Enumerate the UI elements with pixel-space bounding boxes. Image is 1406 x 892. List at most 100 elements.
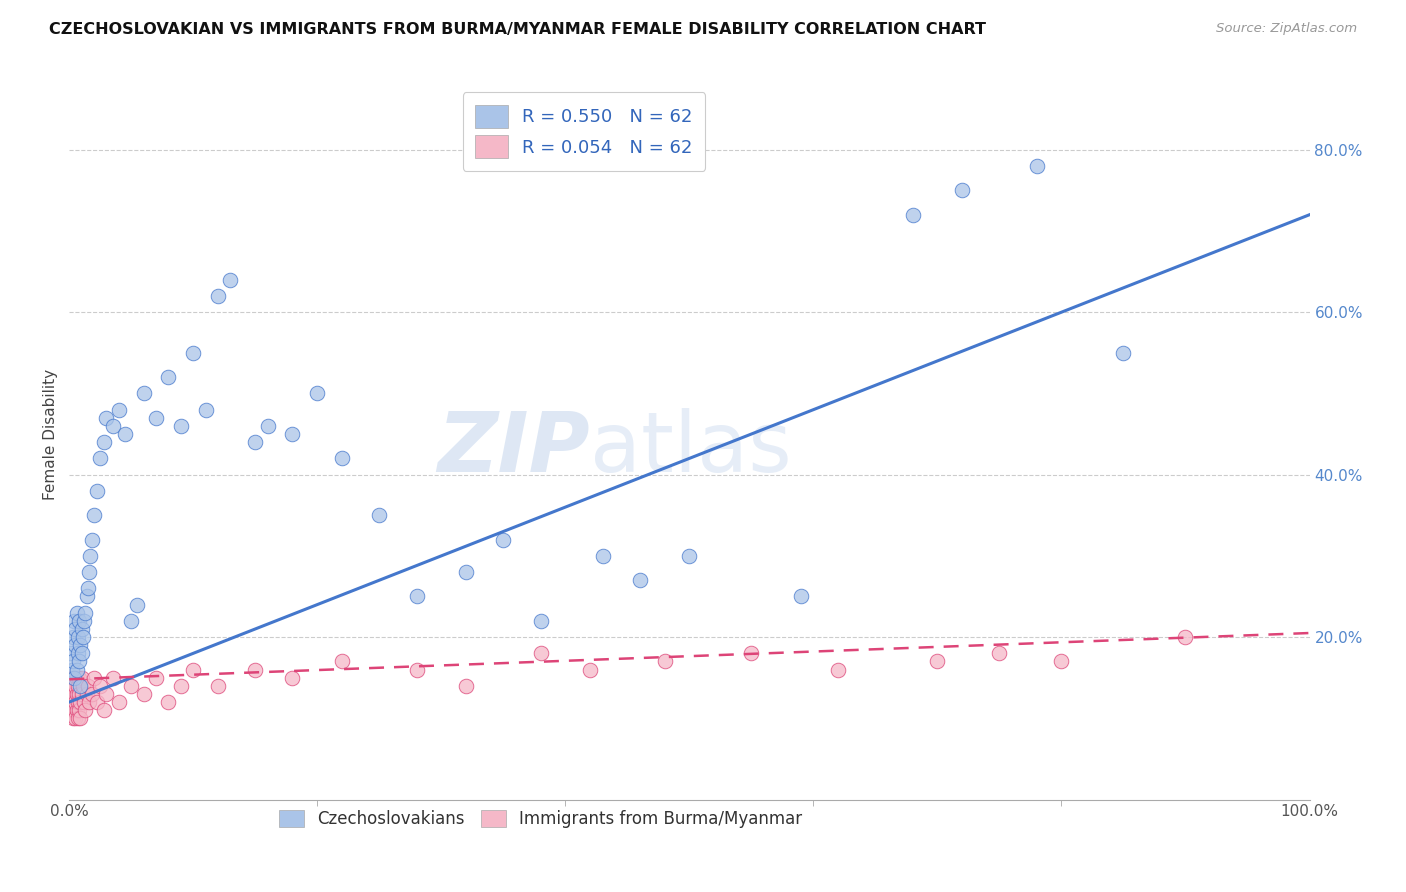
- Point: [80, 533, 103, 547]
- Point: [59, 695, 82, 709]
- Point: [86, 483, 108, 498]
- Point: [245, 663, 267, 677]
- Point: [927, 655, 949, 669]
- Point: [65, 679, 87, 693]
- Point: [59, 646, 82, 660]
- Point: [89, 451, 111, 466]
- Point: [827, 663, 849, 677]
- Point: [101, 418, 124, 433]
- Point: [60, 703, 83, 717]
- Point: [127, 598, 149, 612]
- Point: [132, 687, 155, 701]
- Point: [60, 663, 83, 677]
- Point: [62, 711, 84, 725]
- Point: [628, 573, 651, 587]
- Point: [66, 695, 89, 709]
- Point: [108, 402, 131, 417]
- Point: [181, 663, 204, 677]
- Point: [62, 679, 84, 693]
- Point: [108, 695, 131, 709]
- Point: [170, 418, 193, 433]
- Point: [207, 679, 229, 693]
- Point: [170, 679, 193, 693]
- Text: atlas: atlas: [591, 409, 792, 489]
- Point: [96, 410, 118, 425]
- Point: [67, 655, 90, 669]
- Point: [66, 630, 89, 644]
- Point: [70, 622, 93, 636]
- Point: [368, 508, 391, 523]
- Point: [330, 451, 353, 466]
- Point: [73, 695, 96, 709]
- Point: [405, 590, 427, 604]
- Point: [740, 646, 762, 660]
- Point: [256, 418, 278, 433]
- Point: [75, 703, 97, 717]
- Point: [63, 687, 86, 701]
- Point: [66, 703, 89, 717]
- Point: [62, 630, 84, 644]
- Point: [157, 695, 180, 709]
- Point: [59, 679, 82, 693]
- Point: [219, 273, 242, 287]
- Point: [157, 370, 180, 384]
- Point: [145, 671, 167, 685]
- Point: [70, 671, 93, 685]
- Point: [67, 687, 90, 701]
- Point: [70, 646, 93, 660]
- Point: [101, 671, 124, 685]
- Point: [1025, 159, 1047, 173]
- Point: [65, 711, 87, 725]
- Point: [1050, 655, 1073, 669]
- Point: [86, 695, 108, 709]
- Point: [66, 663, 89, 677]
- Point: [456, 679, 478, 693]
- Y-axis label: Female Disability: Female Disability: [44, 368, 58, 500]
- Point: [529, 614, 551, 628]
- Point: [307, 386, 329, 401]
- Point: [492, 533, 515, 547]
- Point: [89, 679, 111, 693]
- Point: [1112, 346, 1135, 360]
- Point: [405, 663, 427, 677]
- Point: [77, 695, 100, 709]
- Point: [69, 711, 91, 725]
- Point: [63, 703, 86, 717]
- Point: [145, 410, 167, 425]
- Point: [96, 687, 118, 701]
- Point: [67, 671, 90, 685]
- Point: [120, 679, 142, 693]
- Point: [62, 655, 84, 669]
- Point: [80, 687, 103, 701]
- Legend: Czechoslovakians, Immigrants from Burma/Myanmar: Czechoslovakians, Immigrants from Burma/…: [271, 804, 810, 835]
- Point: [790, 590, 813, 604]
- Point: [592, 549, 614, 563]
- Point: [950, 183, 973, 197]
- Point: [69, 638, 91, 652]
- Point: [65, 638, 87, 652]
- Point: [281, 427, 304, 442]
- Point: [66, 711, 89, 725]
- Point: [60, 687, 83, 701]
- Point: [67, 703, 90, 717]
- Point: [76, 679, 98, 693]
- Point: [83, 508, 105, 523]
- Point: [63, 614, 86, 628]
- Point: [181, 346, 204, 360]
- Point: [120, 614, 142, 628]
- Point: [132, 386, 155, 401]
- Point: [456, 565, 478, 579]
- Point: [75, 606, 97, 620]
- Point: [678, 549, 700, 563]
- Text: Source: ZipAtlas.com: Source: ZipAtlas.com: [1216, 22, 1357, 36]
- Point: [60, 671, 83, 685]
- Point: [66, 606, 89, 620]
- Point: [76, 687, 98, 701]
- Point: [77, 565, 100, 579]
- Point: [1174, 630, 1197, 644]
- Point: [65, 695, 87, 709]
- Point: [62, 695, 84, 709]
- Point: [66, 671, 89, 685]
- Point: [69, 695, 91, 709]
- Point: [65, 622, 87, 636]
